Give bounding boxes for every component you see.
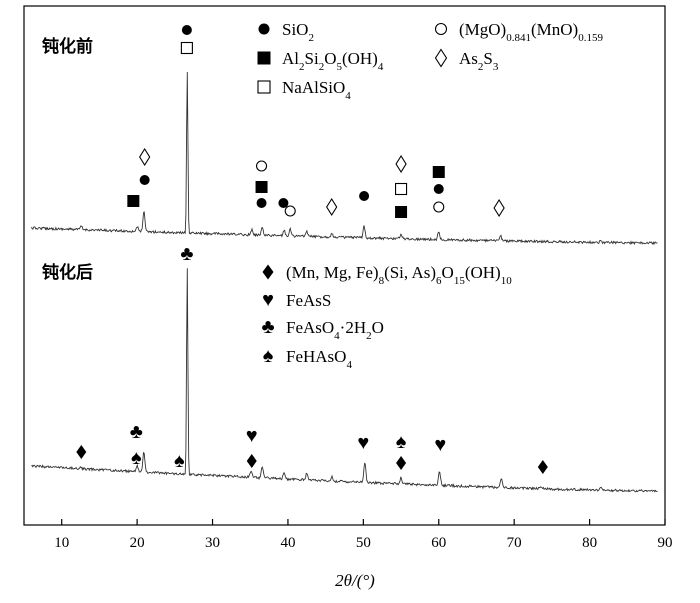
open-diamond-icon <box>395 154 407 174</box>
x-tick-label: 70 <box>507 535 522 551</box>
open-circle-icon <box>434 22 448 36</box>
x-tick-label: 40 <box>280 535 295 551</box>
open-circle-icon <box>255 160 268 172</box>
peak-markers: ♣ ♠ ♠ ♣ ♥ ♥ ♠ ♥ <box>76 25 548 474</box>
trace-before <box>31 71 658 246</box>
filled-circle-icon <box>278 198 289 208</box>
filled-circle-icon <box>433 184 444 194</box>
legend-entry: ♥ FeAsS <box>262 289 331 311</box>
x-tick-label: 30 <box>205 535 220 551</box>
x-axis-ticks: 10 20 30 40 50 60 70 80 90 <box>54 519 673 551</box>
club-icon: ♣ <box>180 243 193 265</box>
plot-frame <box>23 5 666 526</box>
filled-square-icon <box>255 181 268 193</box>
open-circle-icon <box>433 201 445 213</box>
x-axis-label: 2θ/(°) <box>335 571 375 590</box>
trace-after <box>31 268 658 493</box>
club-icon: ♣ <box>261 316 274 338</box>
x-tick-label: 90 <box>658 535 673 551</box>
x-tick-label: 80 <box>582 535 597 551</box>
legend-label: FeAsS <box>286 291 331 310</box>
filled-circle-icon <box>181 25 192 35</box>
heart-icon: ♥ <box>357 432 369 454</box>
open-diamond-icon <box>326 197 338 217</box>
filled-circle-icon <box>139 175 150 185</box>
spade-icon: ♠ <box>396 431 407 453</box>
open-square-icon <box>395 182 408 196</box>
x-tick-label: 50 <box>356 535 371 551</box>
series-label-after: 钝化后 <box>42 262 93 283</box>
plot-border <box>23 5 666 526</box>
open-circle-icon <box>284 205 296 217</box>
filled-square-icon <box>257 51 271 65</box>
open-square-icon <box>180 41 193 55</box>
open-diamond-icon <box>493 198 505 218</box>
filled-diamond-icon <box>76 445 87 459</box>
open-diamond-icon <box>139 147 151 167</box>
series-label-before: 钝化前 <box>42 36 93 57</box>
filled-diamond-icon <box>246 454 257 468</box>
club-icon: ♣ <box>130 421 143 443</box>
filled-circle-icon <box>258 23 270 35</box>
xrd-traces <box>31 71 658 493</box>
filled-square-icon <box>395 206 408 218</box>
heart-icon: ♥ <box>246 425 258 447</box>
heart-icon: ♥ <box>262 289 274 311</box>
filled-square-icon <box>432 166 445 178</box>
x-tick-label: 20 <box>130 535 145 551</box>
filled-diamond-icon <box>537 460 548 474</box>
spade-icon: ♠ <box>263 345 274 367</box>
filled-circle-icon <box>359 191 370 201</box>
spade-icon: ♠ <box>174 450 185 472</box>
filled-diamond-icon <box>262 264 274 280</box>
open-diamond-icon <box>434 48 448 68</box>
x-tick-label: 10 <box>54 535 69 551</box>
filled-circle-icon <box>256 198 267 208</box>
filled-diamond-icon <box>396 456 407 470</box>
filled-square-icon <box>127 195 140 207</box>
open-square-icon <box>257 80 271 94</box>
spade-icon: ♠ <box>131 447 142 469</box>
heart-icon: ♥ <box>434 434 446 456</box>
x-tick-label: 60 <box>431 535 446 551</box>
